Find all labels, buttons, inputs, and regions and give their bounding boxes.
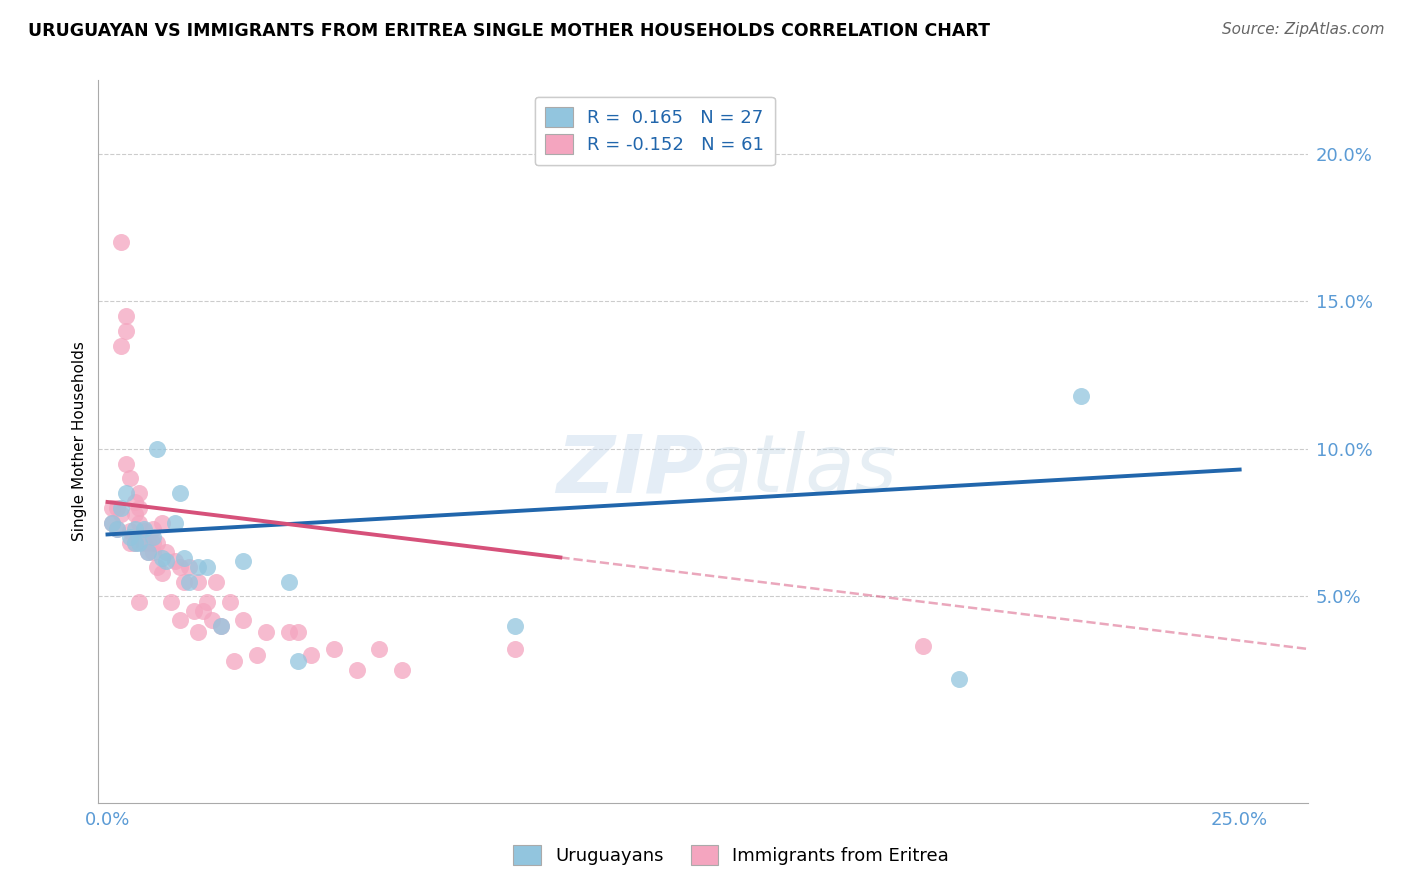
Point [124, 495, 146, 509]
Point [146, 560, 169, 574]
Point [911, 640, 934, 654]
Point [132, 522, 155, 536]
Point [114, 309, 136, 323]
Point [128, 500, 150, 515]
Point [195, 595, 218, 609]
Point [120, 530, 142, 544]
Point [120, 524, 142, 539]
Point [114, 324, 136, 338]
Point [246, 648, 269, 663]
Text: URUGUAYAN VS IMMIGRANTS FROM ERITREA SINGLE MOTHER HOUSEHOLDS CORRELATION CHART: URUGUAYAN VS IMMIGRANTS FROM ERITREA SIN… [28, 22, 990, 40]
Legend: R =  0.165   N = 27, R = -0.152   N = 61: R = 0.165 N = 27, R = -0.152 N = 61 [534, 96, 775, 165]
Point [114, 486, 136, 500]
Point [155, 554, 177, 568]
Point [120, 471, 142, 485]
Point [187, 560, 209, 574]
Point [299, 648, 322, 663]
Point [124, 536, 146, 550]
Point [277, 574, 299, 589]
Point [136, 536, 159, 550]
Point [150, 566, 173, 580]
Point [177, 560, 200, 574]
Point [128, 595, 150, 609]
Point [124, 536, 146, 550]
Point [232, 613, 254, 627]
Y-axis label: Single Mother Households: Single Mother Households [72, 342, 87, 541]
Text: atlas: atlas [703, 432, 898, 509]
Point [128, 516, 150, 530]
Point [287, 654, 309, 668]
Text: ZIP: ZIP [555, 432, 703, 509]
Point [124, 522, 146, 536]
Point [142, 545, 165, 559]
Point [391, 663, 413, 677]
Text: Source: ZipAtlas.com: Source: ZipAtlas.com [1222, 22, 1385, 37]
Point [503, 642, 526, 657]
Point [128, 486, 150, 500]
Point [142, 522, 165, 536]
Point [165, 554, 187, 568]
Point [277, 624, 299, 639]
Point [132, 524, 155, 539]
Point [503, 619, 526, 633]
Point [169, 613, 191, 627]
Point [187, 624, 209, 639]
Point [173, 574, 195, 589]
Point [191, 604, 214, 618]
Point [110, 500, 132, 515]
Point [128, 536, 150, 550]
Point [165, 516, 187, 530]
Point [1070, 389, 1092, 403]
Point [101, 516, 124, 530]
Point [209, 619, 232, 633]
Point [169, 560, 191, 574]
Point [205, 574, 228, 589]
Point [105, 522, 128, 536]
Point [173, 551, 195, 566]
Point [346, 663, 368, 677]
Point [177, 574, 200, 589]
Point [120, 536, 142, 550]
Point [146, 442, 169, 456]
Point [160, 595, 183, 609]
Point [114, 457, 136, 471]
Point [124, 507, 146, 521]
Point [948, 672, 970, 686]
Point [187, 574, 209, 589]
Point [110, 507, 132, 521]
Point [110, 235, 132, 250]
Point [150, 516, 173, 530]
Point [101, 500, 124, 515]
Point [368, 642, 391, 657]
Point [132, 536, 155, 550]
Point [136, 545, 159, 559]
Point [150, 551, 173, 566]
Point [155, 545, 177, 559]
Point [101, 516, 124, 530]
Point [195, 560, 218, 574]
Point [183, 604, 205, 618]
Point [146, 536, 169, 550]
Point [232, 554, 254, 568]
Point [105, 522, 128, 536]
Point [110, 339, 132, 353]
Point [201, 613, 224, 627]
Point [287, 624, 309, 639]
Point [105, 500, 128, 515]
Point [136, 545, 159, 559]
Point [218, 595, 240, 609]
Point [169, 486, 191, 500]
Point [142, 530, 165, 544]
Point [322, 642, 344, 657]
Point [142, 536, 165, 550]
Legend: Uruguayans, Immigrants from Eritrea: Uruguayans, Immigrants from Eritrea [506, 838, 956, 872]
Point [209, 619, 232, 633]
Point [254, 624, 277, 639]
Point [224, 654, 246, 668]
